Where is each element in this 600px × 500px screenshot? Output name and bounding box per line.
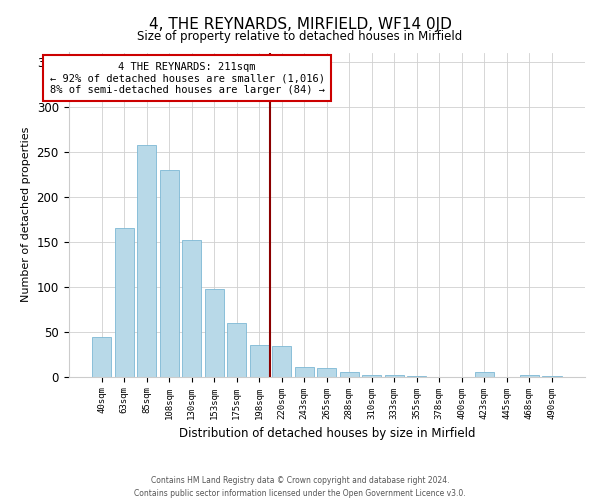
Bar	[115, 228, 134, 376]
Bar	[295, 367, 314, 376]
Text: Contains HM Land Registry data © Crown copyright and database right 2024.
Contai: Contains HM Land Registry data © Crown c…	[134, 476, 466, 498]
Bar	[520, 375, 539, 376]
Bar	[362, 375, 382, 376]
X-axis label: Distribution of detached houses by size in Mirfield: Distribution of detached houses by size …	[179, 427, 475, 440]
Bar	[205, 290, 224, 376]
Bar	[272, 346, 291, 376]
Bar	[340, 372, 359, 376]
Bar	[92, 337, 111, 376]
Bar	[385, 375, 404, 376]
Text: 4, THE REYNARDS, MIRFIELD, WF14 0JD: 4, THE REYNARDS, MIRFIELD, WF14 0JD	[149, 18, 451, 32]
Bar	[250, 345, 269, 376]
Text: Size of property relative to detached houses in Mirfield: Size of property relative to detached ho…	[137, 30, 463, 43]
Bar	[137, 146, 156, 376]
Bar	[160, 170, 179, 376]
Bar	[227, 322, 246, 376]
Text: 4 THE REYNARDS: 211sqm
← 92% of detached houses are smaller (1,016)
8% of semi-d: 4 THE REYNARDS: 211sqm ← 92% of detached…	[50, 62, 325, 94]
Bar	[182, 240, 201, 376]
Bar	[317, 368, 337, 376]
Y-axis label: Number of detached properties: Number of detached properties	[21, 127, 31, 302]
Bar	[475, 372, 494, 376]
